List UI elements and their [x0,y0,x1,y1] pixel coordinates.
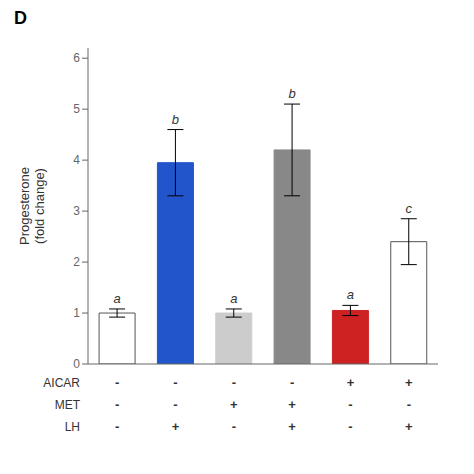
svg-text:6: 6 [73,51,80,65]
svg-text:0: 0 [73,357,80,371]
svg-text:4: 4 [73,153,80,167]
html-text:AICAR: AICAR [43,376,80,390]
html-text:LH: LH [64,420,80,434]
svg-text:1: 1 [73,306,80,320]
svg-text:5: 5 [73,102,80,116]
svg-text:a: a [230,291,237,306]
svg-text:b: b [288,86,295,101]
svg-text:3: 3 [73,204,80,218]
svg-text:2: 2 [73,255,80,269]
svg-text:c: c [406,201,413,216]
svg-text:a: a [113,291,120,306]
svg-text:Progesterone(fold change): Progesterone(fold change) [17,167,47,245]
svg-text:a: a [347,287,354,302]
html-text:MET: MET [54,398,80,412]
svg-text:b: b [172,112,179,127]
html-text:D: D [14,8,27,28]
